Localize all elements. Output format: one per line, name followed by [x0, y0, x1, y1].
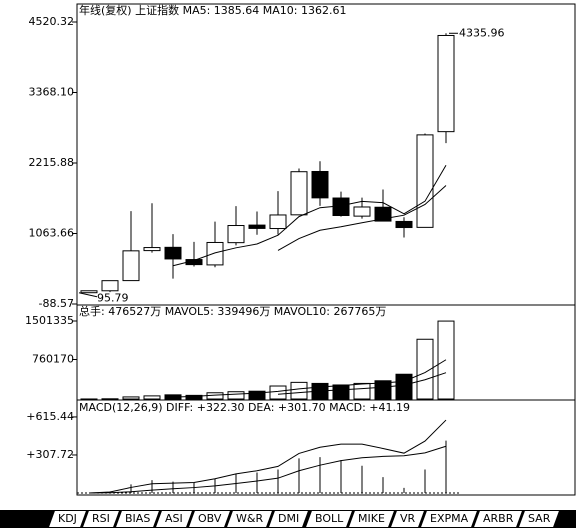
- candle-body: [353, 206, 371, 217]
- indicator-tabs: KDJ RSI BIAS ASI OBV W&R DMI BOLL MIKE VR EXPMA ARB…: [0, 510, 576, 528]
- tab-label: ARBR: [483, 512, 514, 525]
- volume-bar: [332, 384, 350, 400]
- indicator-tab[interactable]: OBV: [188, 511, 231, 527]
- y-tick-label: 3368.10: [29, 85, 75, 98]
- tab-label: OBV: [197, 512, 222, 525]
- indicator-tab[interactable]: BIAS: [115, 511, 160, 527]
- volume-bar: [395, 373, 413, 400]
- y-tick-label: 760170: [32, 353, 74, 366]
- candle-body: [122, 250, 140, 282]
- volume-bar: [143, 395, 161, 400]
- volume-bar: [353, 382, 371, 400]
- y-tick-label: 1063.66: [29, 226, 75, 239]
- tab-label: MIKE: [357, 512, 385, 525]
- indicator-tab[interactable]: RSI: [83, 511, 119, 527]
- volume-bar: [101, 398, 119, 400]
- candle-body: [143, 247, 161, 252]
- candle-body: [416, 134, 434, 228]
- indicator-tab[interactable]: KDJ: [49, 511, 86, 527]
- price-header: 年线(复权) 上证指数 MA5: 1385.64 MA10: 1362.61: [79, 3, 346, 17]
- candle-body: [164, 246, 182, 260]
- volume-bar: [248, 390, 266, 400]
- volume-bar: [269, 385, 287, 400]
- y-tick-label: +615.44: [26, 410, 74, 423]
- indicator-tab[interactable]: ASI: [156, 511, 192, 527]
- indicator-line: [277, 372, 447, 395]
- candle-body: [269, 214, 287, 230]
- candle-body: [395, 220, 413, 229]
- volume-bar: [185, 394, 203, 400]
- indicator-tab[interactable]: MIKE: [348, 511, 394, 527]
- indicator-tab[interactable]: ARBR: [474, 511, 523, 527]
- tab-label: SAR: [528, 512, 551, 525]
- volume-bar: [416, 338, 434, 400]
- candle-body: [101, 280, 119, 292]
- y-tick-label: 2215.88: [29, 156, 75, 169]
- tab-label: DMI: [278, 512, 300, 525]
- chart: 年线(复权) 上证指数 MA5: 1385.64 MA10: 1362.61 总…: [25, 3, 576, 496]
- indicator-tab[interactable]: DMI: [269, 511, 309, 527]
- tab-label: VR: [399, 512, 415, 525]
- macd-header: MACD(12,26,9) DIFF: +322.30 DEA: +301.70…: [79, 401, 410, 414]
- high-label: 4335.96: [459, 26, 505, 39]
- candle-body: [437, 34, 455, 133]
- volume-bar: [374, 380, 392, 400]
- candle-body: [290, 171, 308, 216]
- frame: [76, 3, 576, 496]
- tab-label: RSI: [91, 512, 110, 525]
- indicator-line: [88, 445, 447, 494]
- indicator-tab[interactable]: W&R: [227, 511, 273, 527]
- indicator-line: [172, 164, 447, 267]
- indicator-line: [172, 359, 447, 398]
- y-tick-label: 1501335: [25, 314, 74, 327]
- tab-label: BOLL: [314, 512, 343, 525]
- y-tick-label: -88.57: [39, 297, 74, 310]
- tab-label: KDJ: [58, 512, 77, 525]
- candle-body: [332, 197, 350, 217]
- indicator-tab[interactable]: BOLL: [305, 511, 352, 527]
- tab-label: ASI: [165, 512, 183, 525]
- indicator-tab[interactable]: SAR: [519, 511, 560, 527]
- candle-body: [248, 224, 266, 229]
- low-label: 95.79: [97, 292, 129, 305]
- candle-body: [311, 170, 329, 199]
- indicator-tab[interactable]: VR: [390, 511, 424, 527]
- y-tick-label: +307.72: [26, 448, 74, 461]
- tab-label: W&R: [236, 512, 264, 525]
- volume-bar: [290, 381, 308, 400]
- indicator-line: [88, 419, 447, 494]
- volume-bar: [80, 398, 98, 400]
- volume-bar: [122, 396, 140, 400]
- candle-body: [206, 241, 224, 266]
- annotation-arrow: [78, 292, 98, 298]
- volume-bar: [227, 391, 245, 400]
- y-tick-label: 4520.32: [29, 15, 75, 28]
- tab-label: EXPMA: [429, 512, 469, 525]
- tab-label: BIAS: [124, 512, 151, 525]
- candle-body: [374, 206, 392, 222]
- candle-body: [80, 290, 98, 294]
- volume-header: 总手: 476527万 MAVOL5: 339496万 MAVOL10: 267…: [79, 304, 386, 318]
- candle-body: [227, 225, 245, 244]
- indicator-tab[interactable]: EXPMA: [421, 511, 478, 527]
- indicator-line: [277, 185, 447, 251]
